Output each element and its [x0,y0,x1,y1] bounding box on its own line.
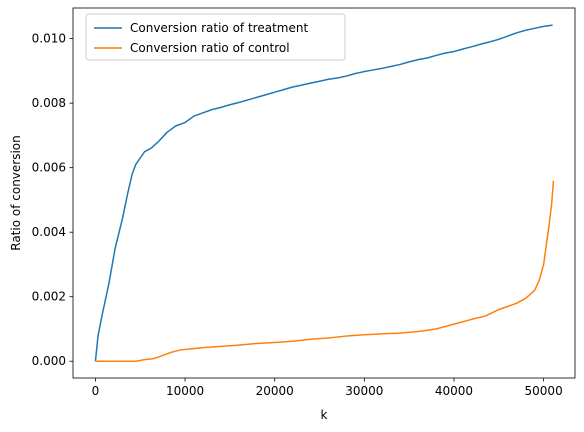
x-tick-label: 10000 [166,384,204,398]
x-tick-label: 50000 [525,384,563,398]
x-tick-label: 0 [92,384,100,398]
y-tick-label: 0.010 [32,32,66,46]
x-tick-label: 20000 [256,384,294,398]
plot-area [94,24,555,362]
x-axis-label: k [321,408,328,422]
y-axis-ticks: 0.000 0.002 0.004 0.006 0.008 0.010 [32,32,73,368]
legend-label-control: Conversion ratio of control [130,41,290,55]
series-line-treatment [94,24,553,362]
series-layer [94,24,555,362]
x-axis-ticks: 0 10000 20000 30000 40000 50000 [92,378,563,398]
legend: Conversion ratio of treatment Conversion… [85,13,346,61]
series-line-control [95,180,555,362]
legend-box [85,13,346,61]
x-tick-label: 30000 [345,384,383,398]
y-tick-label: 0.004 [32,225,66,239]
y-tick-label: 0.002 [32,290,66,304]
axes-frame [72,7,576,379]
x-tick-label: 40000 [435,384,473,398]
y-tick-label: 0.006 [32,161,66,175]
y-axis-label: Ratio of conversion [9,135,23,251]
y-tick-label: 0.000 [32,354,66,368]
y-tick-label: 0.008 [32,96,66,110]
legend-label-treatment: Conversion ratio of treatment [130,21,308,35]
